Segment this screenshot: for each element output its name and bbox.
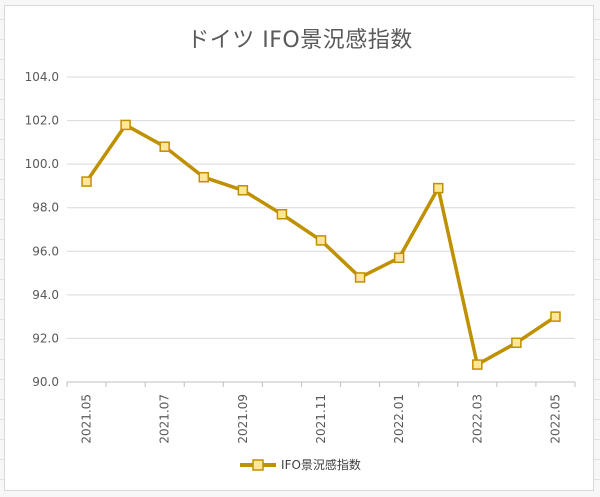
x-tick-label: 2021.11 <box>314 394 328 444</box>
data-point <box>511 337 522 349</box>
data-point <box>159 141 170 152</box>
y-tick-label: 96.0 <box>32 244 59 258</box>
y-tick-label: 100.0 <box>25 157 59 171</box>
y-tick-label: 92.0 <box>32 331 59 345</box>
data-point <box>472 359 483 370</box>
y-tick-label: 94.0 <box>32 288 59 302</box>
legend-swatch <box>240 458 277 471</box>
data-point <box>393 252 405 264</box>
data-point <box>315 235 327 246</box>
data-point <box>120 119 131 131</box>
x-tick-label: 2022.01 <box>392 394 406 444</box>
y-tick-label: 98.0 <box>32 201 59 215</box>
x-tick-label: 2022.05 <box>548 394 562 444</box>
chart-title: ドイツ IFO景況感指数 <box>187 28 413 53</box>
x-tick-label: 2022.03 <box>470 394 484 444</box>
data-point <box>237 185 249 196</box>
legend-label: IFO景況感指数 <box>281 458 361 472</box>
data-point <box>432 182 444 194</box>
y-tick-label: 90.0 <box>32 375 59 389</box>
chart-area[interactable] <box>4 5 594 491</box>
y-tick-label: 102.0 <box>25 114 59 128</box>
x-tick-label: 2021.05 <box>80 394 94 444</box>
data-point <box>354 272 366 283</box>
x-tick-label: 2021.07 <box>158 394 172 444</box>
data-point <box>81 176 92 187</box>
x-tick-label: 2021.09 <box>236 394 250 444</box>
data-point <box>550 311 561 322</box>
legend: IFO景況感指数 <box>0 456 600 473</box>
data-point <box>276 209 288 220</box>
data-point <box>198 171 210 183</box>
y-tick-label: 104.0 <box>25 70 59 84</box>
